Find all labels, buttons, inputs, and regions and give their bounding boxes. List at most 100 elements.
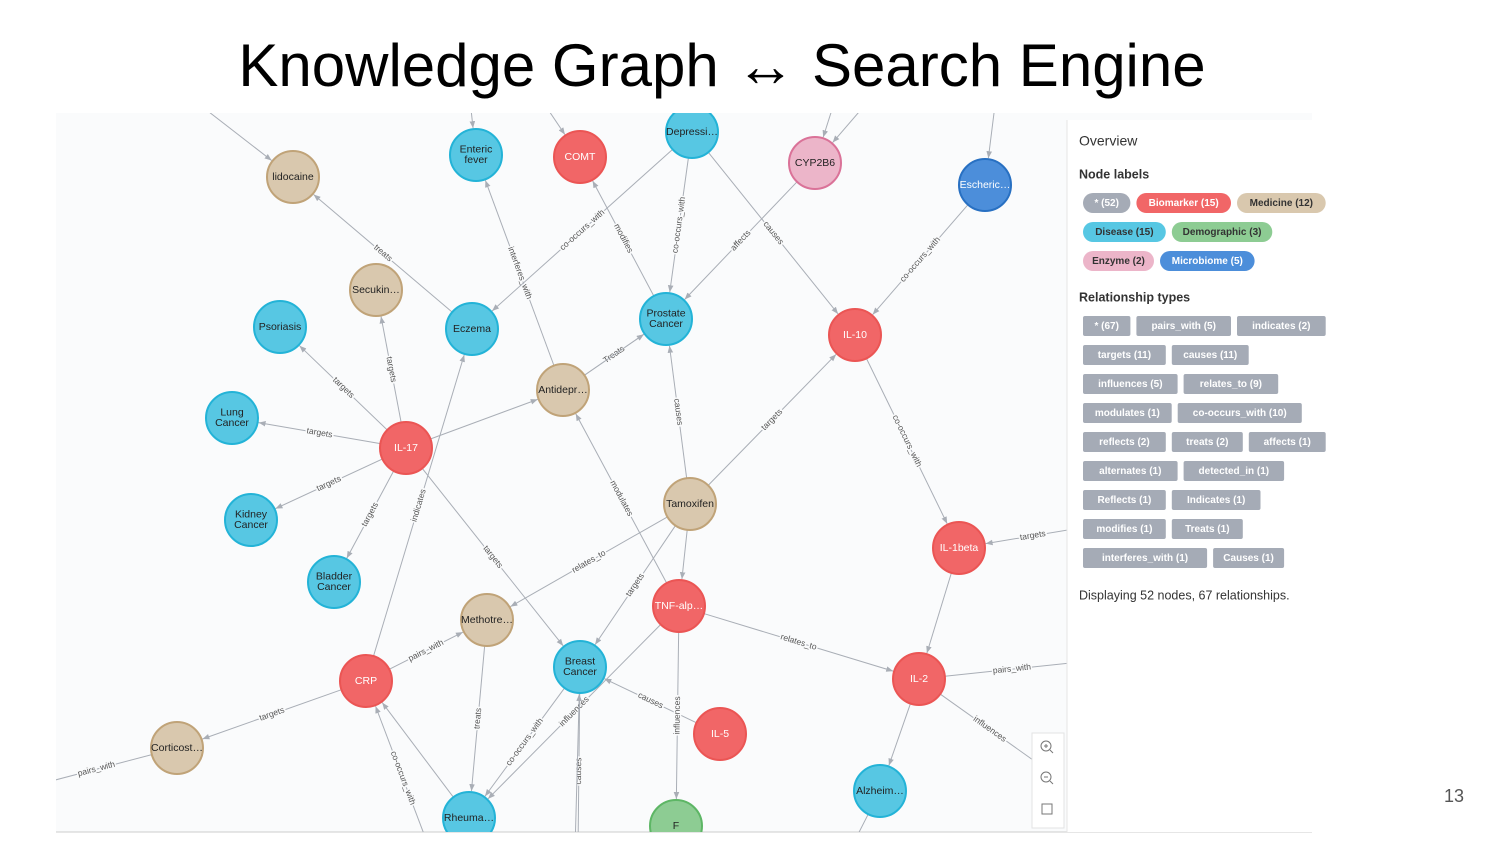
filter-chip[interactable]: [1171, 222, 1273, 242]
node[interactable]: [828, 308, 882, 362]
filter-chip[interactable]: [1237, 193, 1326, 213]
zoom-out[interactable]: [1040, 771, 1054, 785]
filter-chip[interactable]: [1213, 548, 1285, 568]
node[interactable]: [253, 300, 307, 354]
filter-chip[interactable]: [1171, 490, 1261, 510]
node[interactable]: [379, 421, 433, 475]
node-label: Cancer: [317, 581, 351, 593]
node-labels-heading: Node labels: [1079, 167, 1149, 181]
fit-view[interactable]: [1041, 803, 1053, 815]
edge: [707, 151, 839, 315]
chip-label: Biomarker (15): [1149, 198, 1219, 209]
node[interactable]: [693, 707, 747, 761]
node[interactable]: [788, 136, 842, 190]
node[interactable]: [307, 555, 361, 609]
filter-chip[interactable]: [1183, 374, 1279, 394]
node[interactable]: [442, 791, 496, 844]
node-label: Bladder: [316, 571, 353, 583]
node[interactable]: [639, 292, 693, 346]
chip-label: affects (1): [1264, 437, 1311, 448]
node[interactable]: [652, 579, 706, 633]
filter-chip[interactable]: [1083, 461, 1178, 481]
node-label: Kidney: [235, 509, 268, 521]
edge: [484, 180, 555, 366]
edge: [299, 345, 388, 431]
node[interactable]: [853, 764, 907, 818]
edge: [379, 316, 402, 423]
edge: [381, 702, 454, 798]
node[interactable]: [449, 128, 503, 182]
filter-chip[interactable]: [1083, 374, 1178, 394]
node[interactable]: [150, 721, 204, 775]
node[interactable]: [224, 493, 278, 547]
node[interactable]: [536, 363, 590, 417]
node[interactable]: [349, 263, 403, 317]
filter-chip[interactable]: [1177, 403, 1302, 423]
filter-chip[interactable]: [1171, 345, 1249, 365]
node-label: Corticost…: [151, 742, 203, 754]
node[interactable]: [553, 130, 607, 184]
chip-label: targets (11): [1098, 350, 1151, 361]
filter-chip[interactable]: [1083, 519, 1166, 539]
filter-chip[interactable]: [1083, 193, 1131, 213]
edge: [684, 181, 798, 300]
edge: [202, 689, 342, 740]
edge: [487, 624, 662, 800]
filter-chip[interactable]: [1083, 548, 1208, 568]
node-label: IL-10: [843, 329, 867, 341]
edge: [703, 613, 894, 672]
node[interactable]: [205, 391, 259, 445]
filter-chip[interactable]: [1160, 251, 1255, 271]
chip-label: co-occurs_with (10): [1193, 408, 1287, 419]
filter-chip[interactable]: [1083, 345, 1166, 365]
edge: [592, 180, 655, 297]
node-label: Tamoxifen: [666, 498, 714, 510]
relationship-types-heading: Relationship types: [1079, 290, 1190, 304]
filter-chip[interactable]: [1171, 432, 1243, 452]
page-number: 13: [1444, 786, 1464, 806]
filter-chip[interactable]: [1183, 461, 1285, 481]
node[interactable]: [266, 150, 320, 204]
node[interactable]: [445, 302, 499, 356]
filter-chip[interactable]: [1083, 490, 1166, 510]
node[interactable]: [649, 799, 703, 844]
overview-heading: Overview: [1079, 133, 1138, 149]
zoom-in[interactable]: [1040, 740, 1054, 754]
edge-label: influences: [671, 696, 682, 734]
edge: [373, 354, 465, 657]
node[interactable]: [460, 593, 514, 647]
chip-label: detected_in (1): [1199, 466, 1270, 477]
node[interactable]: [665, 106, 719, 159]
edge: [258, 421, 381, 445]
filter-chip[interactable]: [1136, 316, 1231, 336]
chip-label: Indicates (1): [1187, 495, 1245, 506]
node[interactable]: [663, 477, 717, 531]
filter-chip[interactable]: [1237, 316, 1326, 336]
node-label: Cancer: [649, 318, 683, 330]
filter-chip[interactable]: [1248, 432, 1326, 452]
chip-label: modulates (1): [1095, 408, 1160, 419]
node-label: Cancer: [234, 519, 268, 531]
node-label: CRP: [355, 675, 377, 687]
node-label: Methotre…: [461, 614, 513, 626]
filter-chip[interactable]: [1083, 222, 1166, 242]
node-label: COMT: [565, 151, 596, 163]
filter-chip[interactable]: [1083, 316, 1131, 336]
chip-label: Medicine (12): [1250, 198, 1313, 209]
node-label: Psoriasis: [259, 321, 302, 333]
node-label: TNF-alp…: [655, 600, 703, 612]
filter-chip[interactable]: [1083, 432, 1166, 452]
node[interactable]: [958, 158, 1012, 212]
chip-label: modifies (1): [1096, 524, 1152, 535]
edge-label: causes: [573, 757, 583, 784]
filter-chip[interactable]: [1083, 403, 1172, 423]
filter-chip[interactable]: [1136, 193, 1231, 213]
filter-chip[interactable]: [1083, 251, 1154, 271]
chip-label: Enzyme (2): [1092, 256, 1145, 267]
filter-chip[interactable]: [1171, 519, 1243, 539]
node[interactable]: [892, 652, 946, 706]
node[interactable]: [339, 654, 393, 708]
node[interactable]: [932, 521, 986, 575]
node[interactable]: [553, 640, 607, 694]
